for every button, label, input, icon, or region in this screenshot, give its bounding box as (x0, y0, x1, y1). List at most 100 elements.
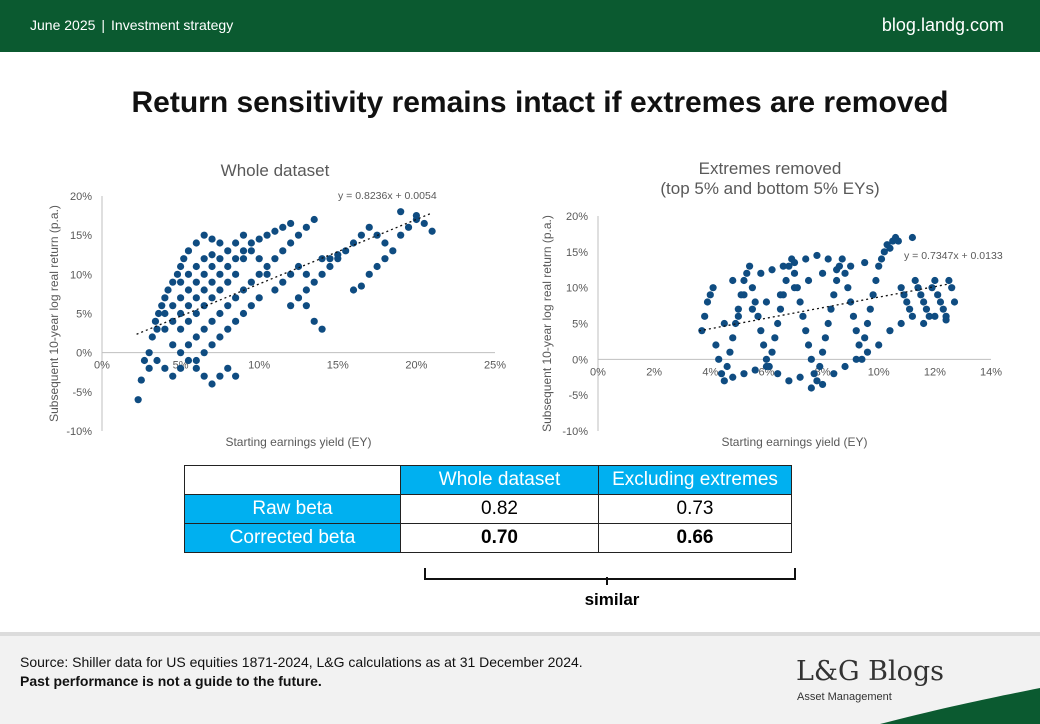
scatter-point (768, 348, 776, 356)
x-tick-label: 15% (327, 360, 349, 372)
scatter-point (169, 317, 177, 325)
scatter-point (263, 270, 271, 278)
scatter-point (830, 291, 838, 299)
scatter-point (799, 312, 807, 320)
y-tick-label: 0% (572, 354, 588, 366)
scatter-point (184, 317, 193, 325)
scatter-point (224, 302, 232, 310)
scatter-point (931, 276, 939, 285)
corrected-beta-excluding: 0.66 (598, 523, 792, 553)
scatter-point (192, 294, 200, 302)
scatter-point (208, 235, 216, 243)
scatter-point (208, 317, 216, 325)
scatter-point (151, 317, 160, 325)
scatter-point (762, 355, 771, 363)
scatter-point (216, 239, 224, 247)
scatter-point (232, 270, 240, 278)
scatter-point (760, 341, 768, 349)
chart-whole-dataset: Whole dataset-10%-5%0%5%10%15%20%0%5%10%… (47, 161, 506, 449)
scatter-point (717, 370, 726, 378)
scatter-point (701, 312, 709, 320)
scatter-point (869, 291, 877, 299)
scatter-point (192, 309, 200, 318)
scatter-point (365, 223, 373, 231)
scatter-point (247, 247, 255, 255)
scatter-point (751, 366, 759, 374)
scatter-point (726, 348, 734, 356)
scatter-point (886, 327, 894, 335)
x-tick-label: 14% (980, 366, 1002, 378)
scatter-point (821, 334, 829, 342)
site-url[interactable]: blog.landg.com (881, 15, 1004, 35)
scatter-point (731, 319, 740, 328)
scatter-point (184, 356, 193, 365)
scatter-point (224, 262, 232, 271)
scatter-point (208, 380, 216, 388)
scatter-point (192, 278, 200, 286)
x-axis-label: Starting earnings yield (EY) (721, 435, 867, 449)
scatter-point (734, 305, 742, 313)
scatter-point (153, 356, 161, 365)
scatter-point (790, 269, 799, 277)
scatter-point (877, 255, 886, 263)
scatter-point (942, 316, 950, 324)
scatter-point (886, 244, 894, 252)
x-tick-label: 25% (484, 360, 506, 372)
scatter-point (861, 334, 869, 342)
scatter-point (420, 219, 428, 228)
scatter-point (177, 294, 185, 302)
scatter-point (302, 302, 310, 310)
scatter-point (841, 362, 849, 371)
scatter-point (216, 372, 224, 380)
scatter-point (161, 364, 169, 372)
scatter-point (239, 231, 248, 239)
logo-swoosh (880, 688, 1040, 724)
scatter-point (302, 286, 310, 294)
scatter-point (743, 269, 751, 277)
scatter-point (757, 269, 765, 277)
scatter-point (279, 247, 287, 255)
y-tick-label: -5% (72, 387, 92, 399)
scatter-point (177, 262, 185, 271)
scatter-point (748, 284, 756, 292)
scatter-point (365, 270, 373, 278)
scatter-point (852, 355, 860, 363)
scatter-point (807, 384, 815, 392)
scatter-point (326, 262, 334, 271)
scatter-point (310, 278, 318, 286)
scatter-point (920, 319, 928, 328)
scatter-point (294, 294, 303, 302)
scatter-point (232, 372, 240, 380)
scatter-point (908, 233, 917, 242)
scatter-point (754, 312, 762, 320)
scatter-point (271, 255, 279, 263)
scatter-point (137, 376, 145, 384)
scatter-point (729, 334, 737, 342)
page-title: Return sensitivity remains intact if ext… (131, 86, 949, 119)
scatter-point (161, 309, 169, 318)
scatter-point (271, 286, 279, 294)
scatter-point (247, 278, 255, 286)
similar-label: similar (584, 590, 640, 609)
scatter-point (294, 262, 303, 271)
scatter-point (774, 370, 782, 378)
scatter-point (208, 278, 216, 286)
scatter-point (263, 231, 271, 239)
scatter-point (302, 223, 310, 231)
scatter-point (373, 262, 381, 271)
scatter-point (824, 255, 832, 263)
y-axis-label: Subsequent 10-year log real return (p.a.… (47, 205, 61, 422)
scatter-point (232, 239, 240, 247)
y-tick-label: 5% (572, 319, 588, 331)
scatter-point (931, 312, 939, 320)
scatter-point (208, 262, 216, 271)
scatter-point (734, 312, 742, 320)
scatter-point (169, 341, 177, 349)
scatter-point (161, 325, 169, 333)
scatter-point (875, 341, 883, 349)
scatter-point (945, 276, 953, 285)
scatter-point (703, 298, 712, 306)
table-header-whole: Whole dataset (400, 465, 599, 495)
raw-beta-whole: 0.82 (400, 494, 599, 524)
scatter-point (807, 355, 815, 363)
